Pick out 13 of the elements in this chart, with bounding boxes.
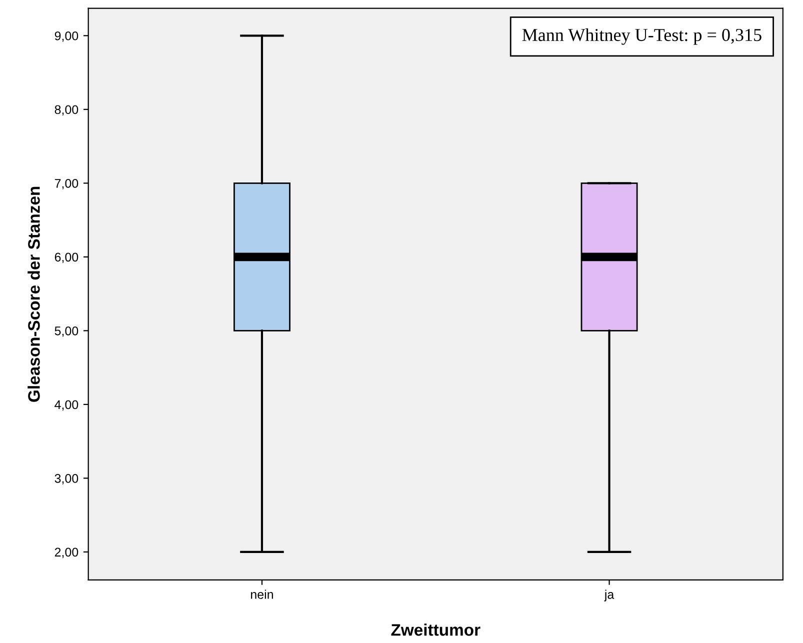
y-tick-label: 3,00 — [54, 474, 78, 484]
x-axis-title: Zweittumor — [391, 624, 480, 636]
annotation: Mann Whitney U-Test: p = 0,315 — [522, 28, 762, 45]
y-tick-label: 9,00 — [54, 31, 78, 42]
y-axis-title: Gleason-Score der Stanzen — [28, 186, 40, 402]
y-tick-label: 4,00 — [54, 400, 78, 411]
y-tick-label: 5,00 — [54, 326, 78, 337]
y-tick-label: 8,00 — [54, 105, 78, 116]
y-tick-label: 7,00 — [54, 178, 78, 190]
x-tick-label: nein — [250, 590, 273, 599]
y-tick-label: 6,00 — [54, 252, 78, 264]
x-tick-label: ja — [604, 590, 614, 602]
y-tick-label: 2,00 — [54, 548, 78, 558]
